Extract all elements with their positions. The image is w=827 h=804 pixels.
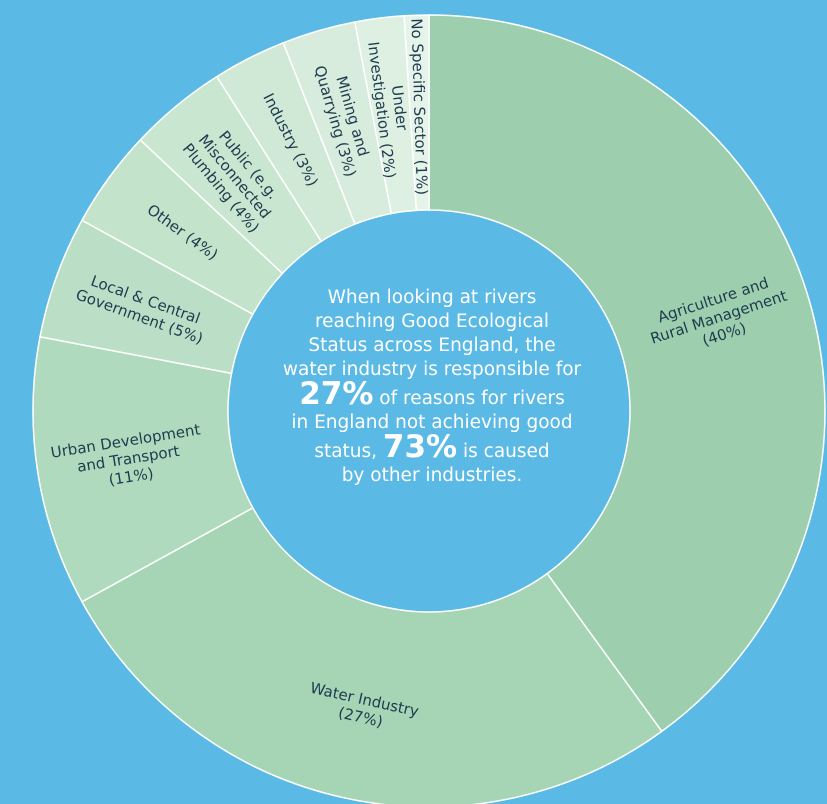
center-line-5-rest: of reasons for rivers: [373, 388, 565, 409]
center-text: When looking at rivers reaching Good Eco…: [258, 286, 606, 488]
slice-no-specific-sector: [403, 14, 430, 212]
center-line-4: water industry is responsible for: [282, 359, 582, 380]
other-industries-share: 73%: [382, 429, 458, 465]
center-line-6: in England not achieving good: [291, 412, 573, 433]
center-line-2: reaching Good Ecological: [314, 311, 550, 332]
center-line-1: When looking at rivers: [327, 287, 537, 308]
slice-agriculture-and-rural-management: [428, 14, 826, 733]
center-line-7-post: is caused: [457, 441, 550, 462]
water-industry-share: 27%: [299, 376, 374, 412]
center-line-3: Status across England, the: [308, 335, 556, 356]
center-line-7-pre: status,: [314, 441, 383, 462]
slice-urban-development-and-transport: [32, 335, 254, 603]
slices-group: [32, 14, 826, 804]
slice-label-no-specific-sector: No Specific Sector (1%): [407, 18, 431, 195]
slice-water-industry: [80, 506, 663, 804]
center-line-5: 27% of reasons for rivers: [258, 379, 606, 411]
center-line-7: status, 73% is caused: [258, 432, 606, 464]
center-line-8: by other industries.: [341, 465, 523, 486]
